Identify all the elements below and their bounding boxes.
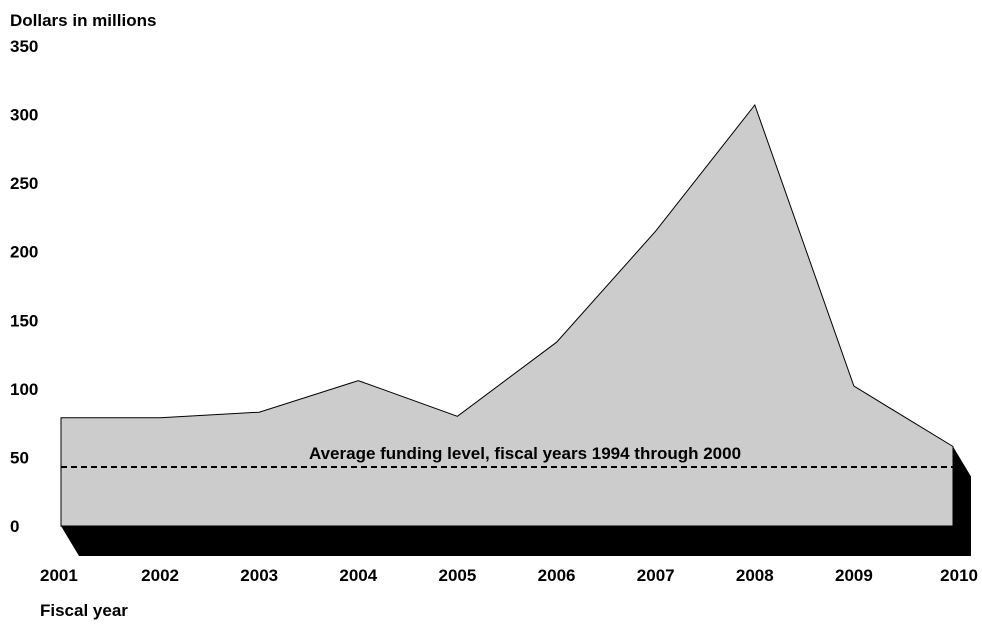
y-axis-title: Dollars in millions (10, 11, 156, 30)
x-tick-2001: 2001 (40, 566, 78, 585)
x-tick-2009: 2009 (835, 566, 873, 585)
y-tick-labels: 0 50 100 150 200 250 300 350 (10, 37, 38, 536)
x-tick-2006: 2006 (538, 566, 576, 585)
x-tick-2004: 2004 (339, 566, 377, 585)
area-3d-shadow (61, 446, 971, 556)
y-tick-150: 150 (10, 311, 38, 330)
x-tick-2005: 2005 (438, 566, 476, 585)
x-axis-title: Fiscal year (40, 601, 128, 620)
y-tick-200: 200 (10, 243, 38, 262)
y-tick-300: 300 (10, 106, 38, 125)
x-tick-2003: 2003 (240, 566, 278, 585)
x-tick-2002: 2002 (141, 566, 179, 585)
y-tick-0: 0 (10, 517, 19, 536)
x-tick-labels: 2001 2002 2003 2004 2005 2006 2007 2008 2009 2010 (40, 566, 978, 585)
x-tick-2008: 2008 (736, 566, 774, 585)
x-tick-2010: 2010 (940, 566, 978, 585)
y-tick-50: 50 (10, 448, 29, 467)
y-tick-100: 100 (10, 380, 38, 399)
funding-area-series (60, 103, 954, 527)
x-tick-2007: 2007 (637, 566, 675, 585)
average-funding-label: Average funding level, fiscal years 1994… (309, 444, 741, 463)
y-tick-350: 350 (10, 37, 38, 56)
y-tick-250: 250 (10, 174, 38, 193)
